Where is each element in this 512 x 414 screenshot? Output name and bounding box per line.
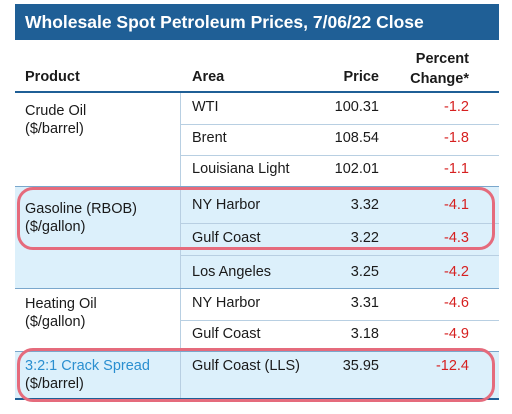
crack-spread-link[interactable]: 3:2:1 Crack Spread xyxy=(25,358,150,374)
area-cell: Gulf Coast xyxy=(192,230,261,246)
row-divider xyxy=(180,124,499,125)
change-cell: -4.6 xyxy=(444,295,469,311)
table-title: Wholesale Spot Petroleum Prices, 7/06/22… xyxy=(15,4,499,40)
product-name: Heating Oil xyxy=(25,296,97,312)
product-name: Crude Oil xyxy=(25,103,87,119)
column-divider xyxy=(180,352,181,398)
table-row: NY Harbor 3.32 -4.1 xyxy=(180,191,499,222)
change-cell: -1.1 xyxy=(444,161,469,177)
table-row: WTI 100.31 -1.2 xyxy=(180,93,499,124)
row-divider xyxy=(180,320,499,321)
table-row: NY Harbor 3.31 -4.6 xyxy=(180,289,499,320)
area-cell: NY Harbor xyxy=(192,295,261,311)
row-divider xyxy=(180,255,499,256)
area-cell: WTI xyxy=(192,99,219,115)
area-cell: Gulf Coast (LLS) xyxy=(192,358,300,374)
price-table: Wholesale Spot Petroleum Prices, 7/06/22… xyxy=(15,4,499,410)
change-cell: -12.4 xyxy=(435,358,469,374)
group-divider xyxy=(15,288,499,289)
price-cell: 3.31 xyxy=(350,295,379,311)
column-header-product: Product xyxy=(25,69,80,85)
area-cell: NY Harbor xyxy=(192,197,261,213)
product-name: Gasoline (RBOB) xyxy=(25,201,138,217)
area-cell: Brent xyxy=(192,130,227,146)
table-row: Los Angeles 3.25 -4.2 xyxy=(180,258,499,289)
column-header-percent-change: Percent Change* xyxy=(410,49,469,89)
header-divider xyxy=(15,91,499,93)
column-header-percent-change-line2: Change* xyxy=(410,71,469,87)
column-divider xyxy=(180,93,181,186)
product-unit: ($/gallon) xyxy=(25,314,86,330)
row-divider xyxy=(180,223,499,224)
row-divider xyxy=(180,155,499,156)
product-unit: ($/barrel) xyxy=(25,121,84,137)
change-cell: -4.3 xyxy=(444,230,469,246)
group-crude-oil: Crude Oil ($/barrel) WTI 100.31 -1.2 Bre… xyxy=(15,93,499,186)
product-unit: ($/barrel) xyxy=(25,376,84,392)
price-cell: 3.22 xyxy=(350,230,379,246)
column-header-percent-change-line1: Percent xyxy=(415,51,469,67)
price-cell: 3.25 xyxy=(350,264,379,280)
column-header-area: Area xyxy=(192,69,225,85)
price-cell: 3.32 xyxy=(350,197,379,213)
change-cell: -4.2 xyxy=(444,264,469,280)
product-label-heating-oil: Heating Oil ($/gallon) xyxy=(25,295,97,331)
change-cell: -4.9 xyxy=(444,326,469,342)
area-cell: Gulf Coast xyxy=(192,326,261,342)
product-label-gasoline: Gasoline (RBOB) ($/gallon) xyxy=(25,200,137,236)
column-header-price: Price xyxy=(343,69,379,85)
price-cell: 102.01 xyxy=(334,161,379,177)
change-cell: -1.2 xyxy=(444,99,469,115)
table-row: Gulf Coast 3.22 -4.3 xyxy=(180,224,499,255)
table-header: Product Area Price Percent Change* xyxy=(15,40,499,93)
table-bottom-border xyxy=(15,398,499,400)
table-row: Gulf Coast 3.18 -4.9 xyxy=(180,320,499,351)
price-cell: 100.31 xyxy=(334,99,379,115)
price-cell: 35.95 xyxy=(342,358,379,374)
area-cell: Louisiana Light xyxy=(192,161,290,177)
product-label-crack-spread: 3:2:1 Crack Spread ($/barrel) xyxy=(25,357,150,393)
change-cell: -1.8 xyxy=(444,130,469,146)
column-divider xyxy=(180,187,181,288)
group-crack-spread: 3:2:1 Crack Spread ($/barrel) Gulf Coast… xyxy=(15,352,499,398)
product-label-crude-oil: Crude Oil ($/barrel) xyxy=(25,102,86,138)
group-divider xyxy=(15,351,499,352)
table-row: Louisiana Light 102.01 -1.1 xyxy=(180,155,499,186)
area-cell: Los Angeles xyxy=(192,264,272,280)
group-heating-oil: Heating Oil ($/gallon) NY Harbor 3.31 -4… xyxy=(15,289,499,351)
table-row: Gulf Coast (LLS) 35.95 -12.4 xyxy=(180,352,499,383)
group-gasoline: Gasoline (RBOB) ($/gallon) NY Harbor 3.3… xyxy=(15,187,499,288)
price-cell: 3.18 xyxy=(350,326,379,342)
group-divider xyxy=(15,186,499,187)
product-unit: ($/gallon) xyxy=(25,219,86,235)
price-cell: 108.54 xyxy=(334,130,379,146)
table-row: Brent 108.54 -1.8 xyxy=(180,124,499,155)
change-cell: -4.1 xyxy=(444,197,469,213)
